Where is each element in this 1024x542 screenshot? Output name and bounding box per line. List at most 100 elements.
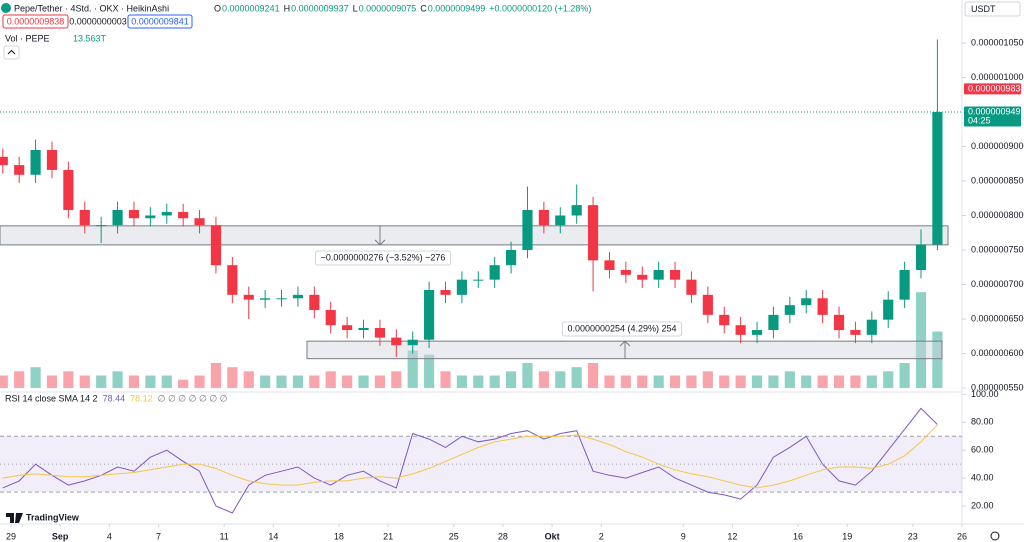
collapse-icon: [7, 49, 16, 55]
volume-bar: [751, 375, 763, 388]
rsi-value: 78.12: [130, 393, 153, 403]
y-tick-label: 0.0000006500: [971, 313, 1024, 323]
volume-bar: [342, 375, 353, 388]
volume-bar: [79, 375, 90, 388]
brand: TradingView: [26, 512, 80, 522]
ohlc-key: O: [214, 3, 221, 13]
volume-bar: [227, 367, 238, 388]
x-tick-label: 16: [793, 531, 803, 541]
zone: [0, 225, 949, 246]
candle-body: [899, 269, 910, 300]
ohlc-key: H: [284, 3, 291, 13]
volume-bar: [96, 375, 107, 388]
rsi-title: RSI 14 close SMA 14 2: [5, 393, 98, 403]
sell-price: 0.0000009838: [7, 16, 65, 26]
candle-body: [63, 169, 74, 210]
candle-body: [915, 244, 927, 270]
x-tick-label: 4: [107, 531, 112, 541]
price-label-box: [964, 83, 1021, 95]
zone-label: 0.0000000254 (4.29%) 254: [567, 323, 676, 333]
volume-bar: [456, 375, 467, 388]
candle-body: [850, 330, 861, 335]
candle-body: [30, 149, 41, 175]
volume-bar: [522, 363, 533, 388]
rsi-y-tick-label: 20.00: [971, 500, 994, 510]
settings-icon[interactable]: [990, 531, 1000, 541]
volume-bar: [194, 375, 205, 388]
candle-body: [751, 330, 763, 335]
x-tick-label: 26: [957, 531, 967, 541]
ohlc-key: C: [420, 3, 427, 13]
volume-bar: [112, 371, 123, 388]
volume-bar: [424, 354, 435, 388]
volume-bar: [489, 375, 500, 388]
volume-bar: [899, 363, 910, 388]
candle-body: [604, 260, 615, 270]
y-tick-label: 0.0000007500: [971, 244, 1024, 254]
volume-bar: [801, 375, 812, 388]
price-label: 0.0000009499: [968, 106, 1024, 116]
volume-last: 13.563T: [73, 33, 107, 43]
volume-bar: [833, 375, 845, 388]
x-tick-label: 28: [498, 531, 508, 541]
volume-bar: [637, 375, 648, 388]
candle-body: [145, 215, 156, 219]
rsi-line: [2, 424, 938, 489]
candle-body: [325, 310, 336, 326]
volume-bar: [620, 375, 631, 388]
candle-body: [112, 209, 123, 226]
x-tick-label: Sep: [52, 531, 69, 541]
volume-bar: [473, 375, 484, 388]
volume-bar: [587, 363, 599, 388]
volume-bar: [653, 375, 664, 388]
currency-select[interactable]: [964, 1, 1021, 17]
volume-bar: [46, 375, 58, 388]
volume-bar: [538, 371, 549, 388]
candle-body: [210, 225, 222, 266]
volume-bar: [407, 350, 418, 388]
x-tick-label: 19: [842, 531, 852, 541]
currency: USDT: [971, 4, 996, 14]
x-tick-label: 7: [156, 531, 161, 541]
zone-label: −0.0000000276 (−3.52%) −276: [321, 252, 446, 262]
zone-label-box: [315, 250, 451, 266]
candle-body: [587, 205, 599, 261]
candle-body: [620, 269, 631, 275]
candle-body: [227, 265, 238, 295]
volume-bar: [768, 375, 779, 388]
symbol-icon: [1, 3, 11, 13]
y-tick-label: 0.0000006000: [971, 348, 1024, 358]
candle-body: [669, 269, 681, 280]
volume-bar: [866, 375, 877, 388]
candle-body: [128, 209, 140, 219]
sell-button[interactable]: [2, 14, 69, 29]
candle-body: [735, 325, 746, 335]
zone-arrow: [374, 225, 386, 246]
rsi-y-tick-label: 80.00: [971, 417, 994, 427]
candle-body: [309, 294, 320, 311]
y-tick-label: 0.0000010500: [971, 37, 1024, 47]
volume-bar: [817, 375, 828, 388]
candle-body: [14, 165, 25, 175]
candle-body: [932, 112, 943, 245]
candle-body: [522, 209, 533, 250]
collapse-button[interactable]: [3, 45, 20, 60]
x-tick-label: 9: [681, 531, 686, 541]
rsi-y-tick-label: 40.00: [971, 473, 994, 483]
x-tick-label: 21: [383, 531, 393, 541]
y-tick-label: 0.0000008500: [971, 175, 1024, 185]
candle-body: [0, 156, 8, 166]
change: +0.0000000120 (+1.28%): [489, 3, 591, 13]
candle-body: [817, 298, 828, 315]
candle-body: [866, 319, 877, 335]
volume-bar: [243, 371, 254, 388]
candle-body: [194, 218, 205, 226]
candle-body: [653, 269, 664, 280]
ohlc-value: 0.0000009937: [291, 3, 349, 13]
buy-button[interactable]: [127, 14, 193, 29]
volume-bar: [178, 379, 189, 388]
zone-label-box: [561, 321, 683, 337]
candle-body: [833, 314, 845, 331]
candle-body: [784, 305, 795, 315]
y-tick-label: 0.0000005500: [971, 382, 1024, 392]
